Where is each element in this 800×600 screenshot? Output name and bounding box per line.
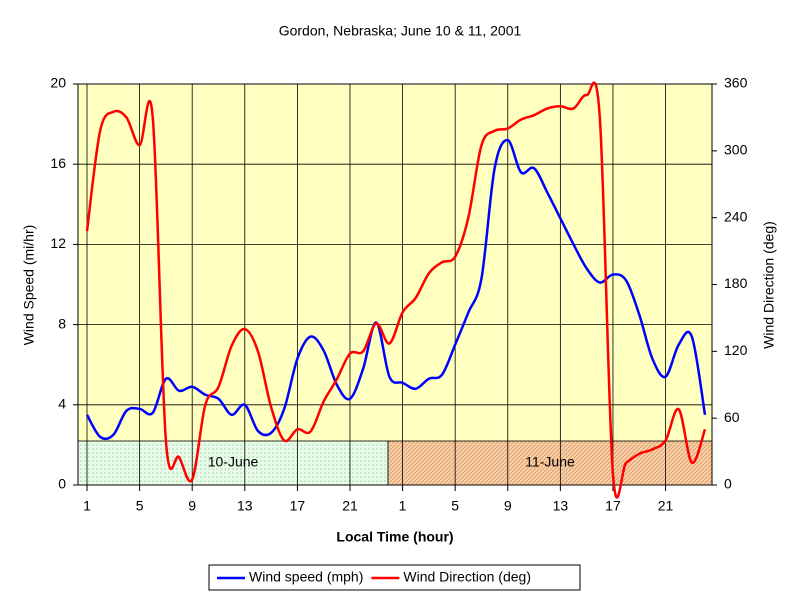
x-tick-label: 17 — [290, 498, 306, 514]
y2-axis-label: Wind Direction (deg) — [761, 221, 777, 349]
y2-tick-label: 300 — [724, 142, 748, 158]
series-line — [85, 138, 707, 441]
y-tick-label: 16 — [50, 155, 66, 171]
legend-label: Wind Direction (deg) — [403, 569, 531, 585]
plot-border — [77, 83, 713, 486]
legend: Wind speed (mph) Wind Direction (deg) — [208, 564, 581, 591]
y2-tick-label: 60 — [724, 409, 740, 425]
x-tick-label: 5 — [451, 498, 459, 514]
series-line — [85, 81, 707, 499]
y-axis-label: Wind Speed (mi/hr) — [21, 225, 37, 346]
y2-tick-label: 0 — [724, 476, 732, 492]
x-tick-label: 13 — [237, 498, 253, 514]
y-tick-label: 12 — [50, 235, 66, 251]
x-axis-label: Local Time (hour) — [336, 529, 453, 545]
y-tick-label: 8 — [58, 315, 66, 331]
y-tick-label: 20 — [50, 75, 66, 91]
legend-label: Wind speed (mph) — [249, 569, 363, 585]
x-tick-label: 9 — [504, 498, 512, 514]
y2-tick-label: 120 — [724, 342, 748, 358]
x-tick-label: 21 — [342, 498, 358, 514]
y2-tick-label: 180 — [724, 275, 748, 291]
y-tick-label: 4 — [58, 396, 66, 412]
x-tick-label: 5 — [136, 498, 144, 514]
x-tick-label: 17 — [605, 498, 621, 514]
plot-area — [78, 84, 712, 485]
annotation-box — [77, 440, 389, 486]
chart-title: Gordon, Nebraska; June 10 & 11, 2001 — [279, 23, 522, 39]
x-tick-label: 9 — [188, 498, 196, 514]
x-tick-label: 21 — [658, 498, 674, 514]
y2-tick-label: 240 — [724, 208, 748, 224]
annotation-text: 10-June — [208, 454, 259, 470]
annotation-text: 11-June — [525, 454, 575, 470]
x-tick-label: 1 — [83, 498, 91, 514]
y-tick-label: 0 — [58, 476, 66, 492]
y2-tick-label: 360 — [724, 75, 748, 91]
x-tick-label: 1 — [399, 498, 407, 514]
x-tick-label: 13 — [553, 498, 569, 514]
